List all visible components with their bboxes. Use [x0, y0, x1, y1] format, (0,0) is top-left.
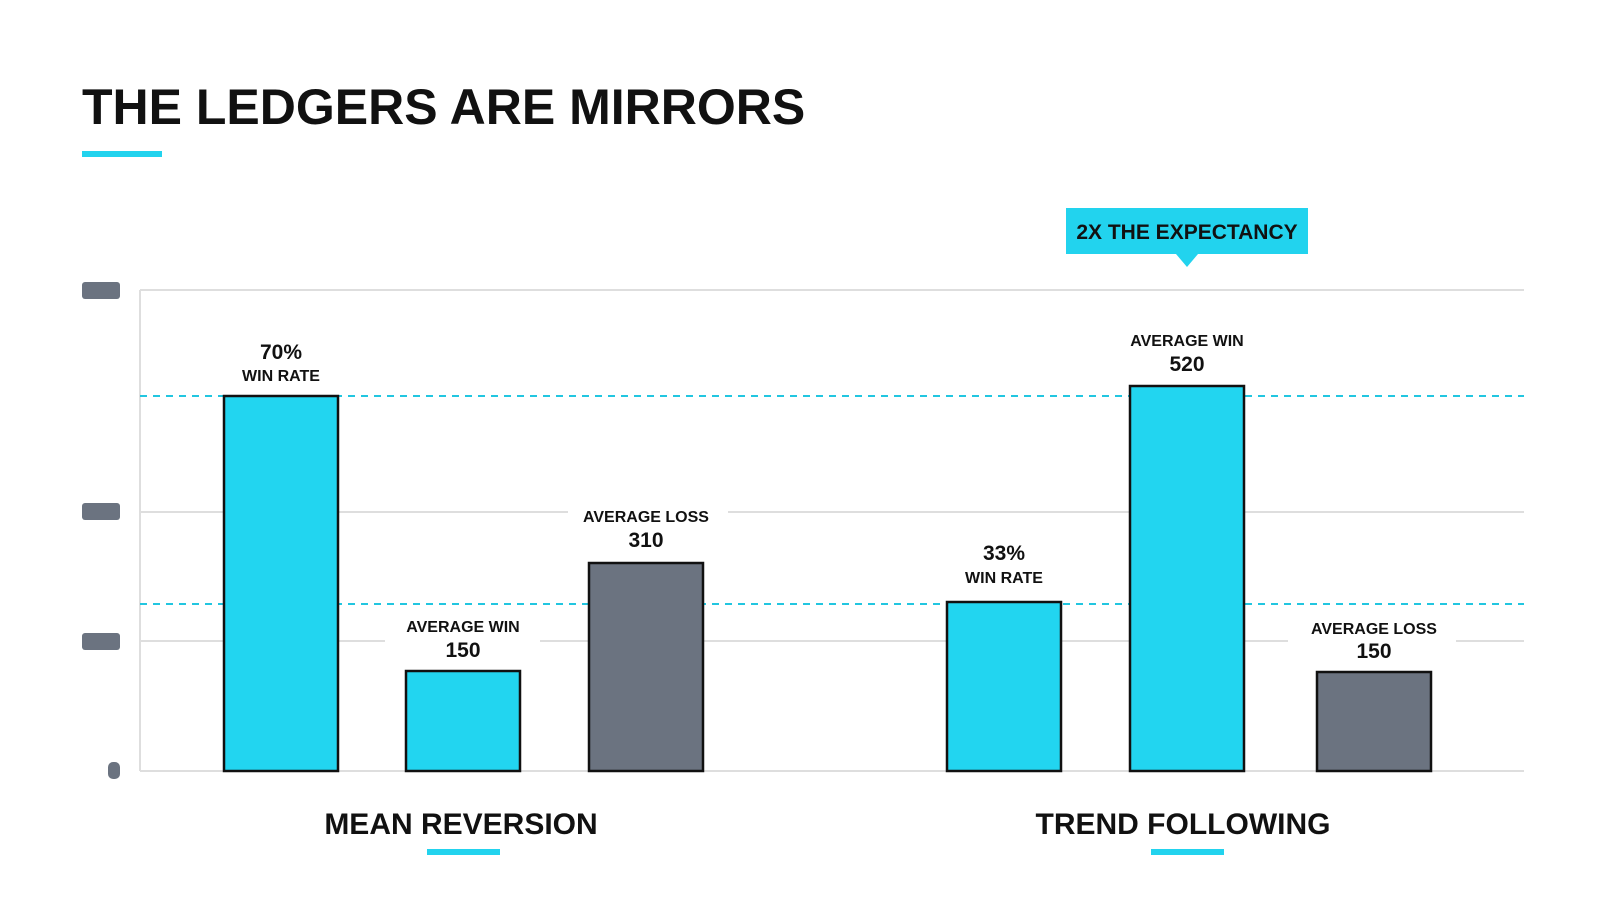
label-bg	[926, 532, 1081, 590]
y-ticks	[82, 282, 120, 779]
bar-name-label: AVERAGE LOSS	[583, 509, 709, 526]
callout-box	[1066, 208, 1308, 254]
y-tick-block	[82, 633, 120, 650]
bar-mean-reversion-win-rate	[222, 394, 340, 773]
bar-value-label: 520	[1169, 353, 1204, 376]
bar-value-label: 310	[628, 529, 663, 552]
expectancy-callout: 2X THE EXPECTANCY	[1066, 208, 1308, 267]
group-labels: MEAN REVERSION TREND FOLLOWING	[324, 808, 1330, 855]
group-underline	[1151, 849, 1224, 855]
bar-name-label: AVERAGE WIN	[1130, 333, 1243, 350]
bar-name-label: AVERAGE LOSS	[1311, 621, 1437, 638]
callout-pointer	[1176, 254, 1198, 267]
group-underline	[427, 849, 500, 855]
title-underline	[82, 151, 162, 157]
bar-mean-reversion-average-win	[404, 669, 522, 773]
bar-value-label: 150	[1356, 640, 1391, 663]
label-bg	[385, 612, 540, 662]
y-tick-block	[82, 503, 120, 520]
label-bg	[1110, 322, 1270, 378]
bar-trend-following-average-win	[1128, 384, 1246, 773]
y-tick-zero	[108, 762, 120, 779]
bar-value-label: 70%	[260, 341, 302, 364]
label-backgrounds	[225, 322, 1456, 663]
callout-text: 2X THE EXPECTANCY	[1076, 221, 1297, 244]
bar-trend-following-average-loss	[1315, 670, 1433, 773]
label-bg	[568, 500, 728, 552]
page-title: THE LEDGERS ARE MIRRORS	[82, 79, 805, 135]
bar-name-label: WIN RATE	[965, 570, 1043, 587]
bar-name-label: AVERAGE WIN	[406, 619, 519, 636]
group-label-trend-following: TREND FOLLOWING	[1036, 808, 1331, 841]
bar-value-label: 150	[445, 639, 480, 662]
bar-mean-reversion-average-loss	[587, 561, 705, 773]
bar-value-label: 33%	[983, 542, 1025, 565]
bars	[222, 384, 1433, 773]
bar-labels: 70% WIN RATE AVERAGE WIN 150 AVERAGE LOS…	[242, 333, 1437, 663]
group-label-mean-reversion: MEAN REVERSION	[324, 808, 597, 841]
y-tick-block	[82, 282, 120, 299]
grid	[139, 289, 1524, 772]
label-bg	[225, 333, 340, 388]
bar-name-label: WIN RATE	[242, 368, 320, 385]
bar-trend-following-win-rate	[945, 600, 1063, 773]
label-bg	[1288, 613, 1456, 663]
